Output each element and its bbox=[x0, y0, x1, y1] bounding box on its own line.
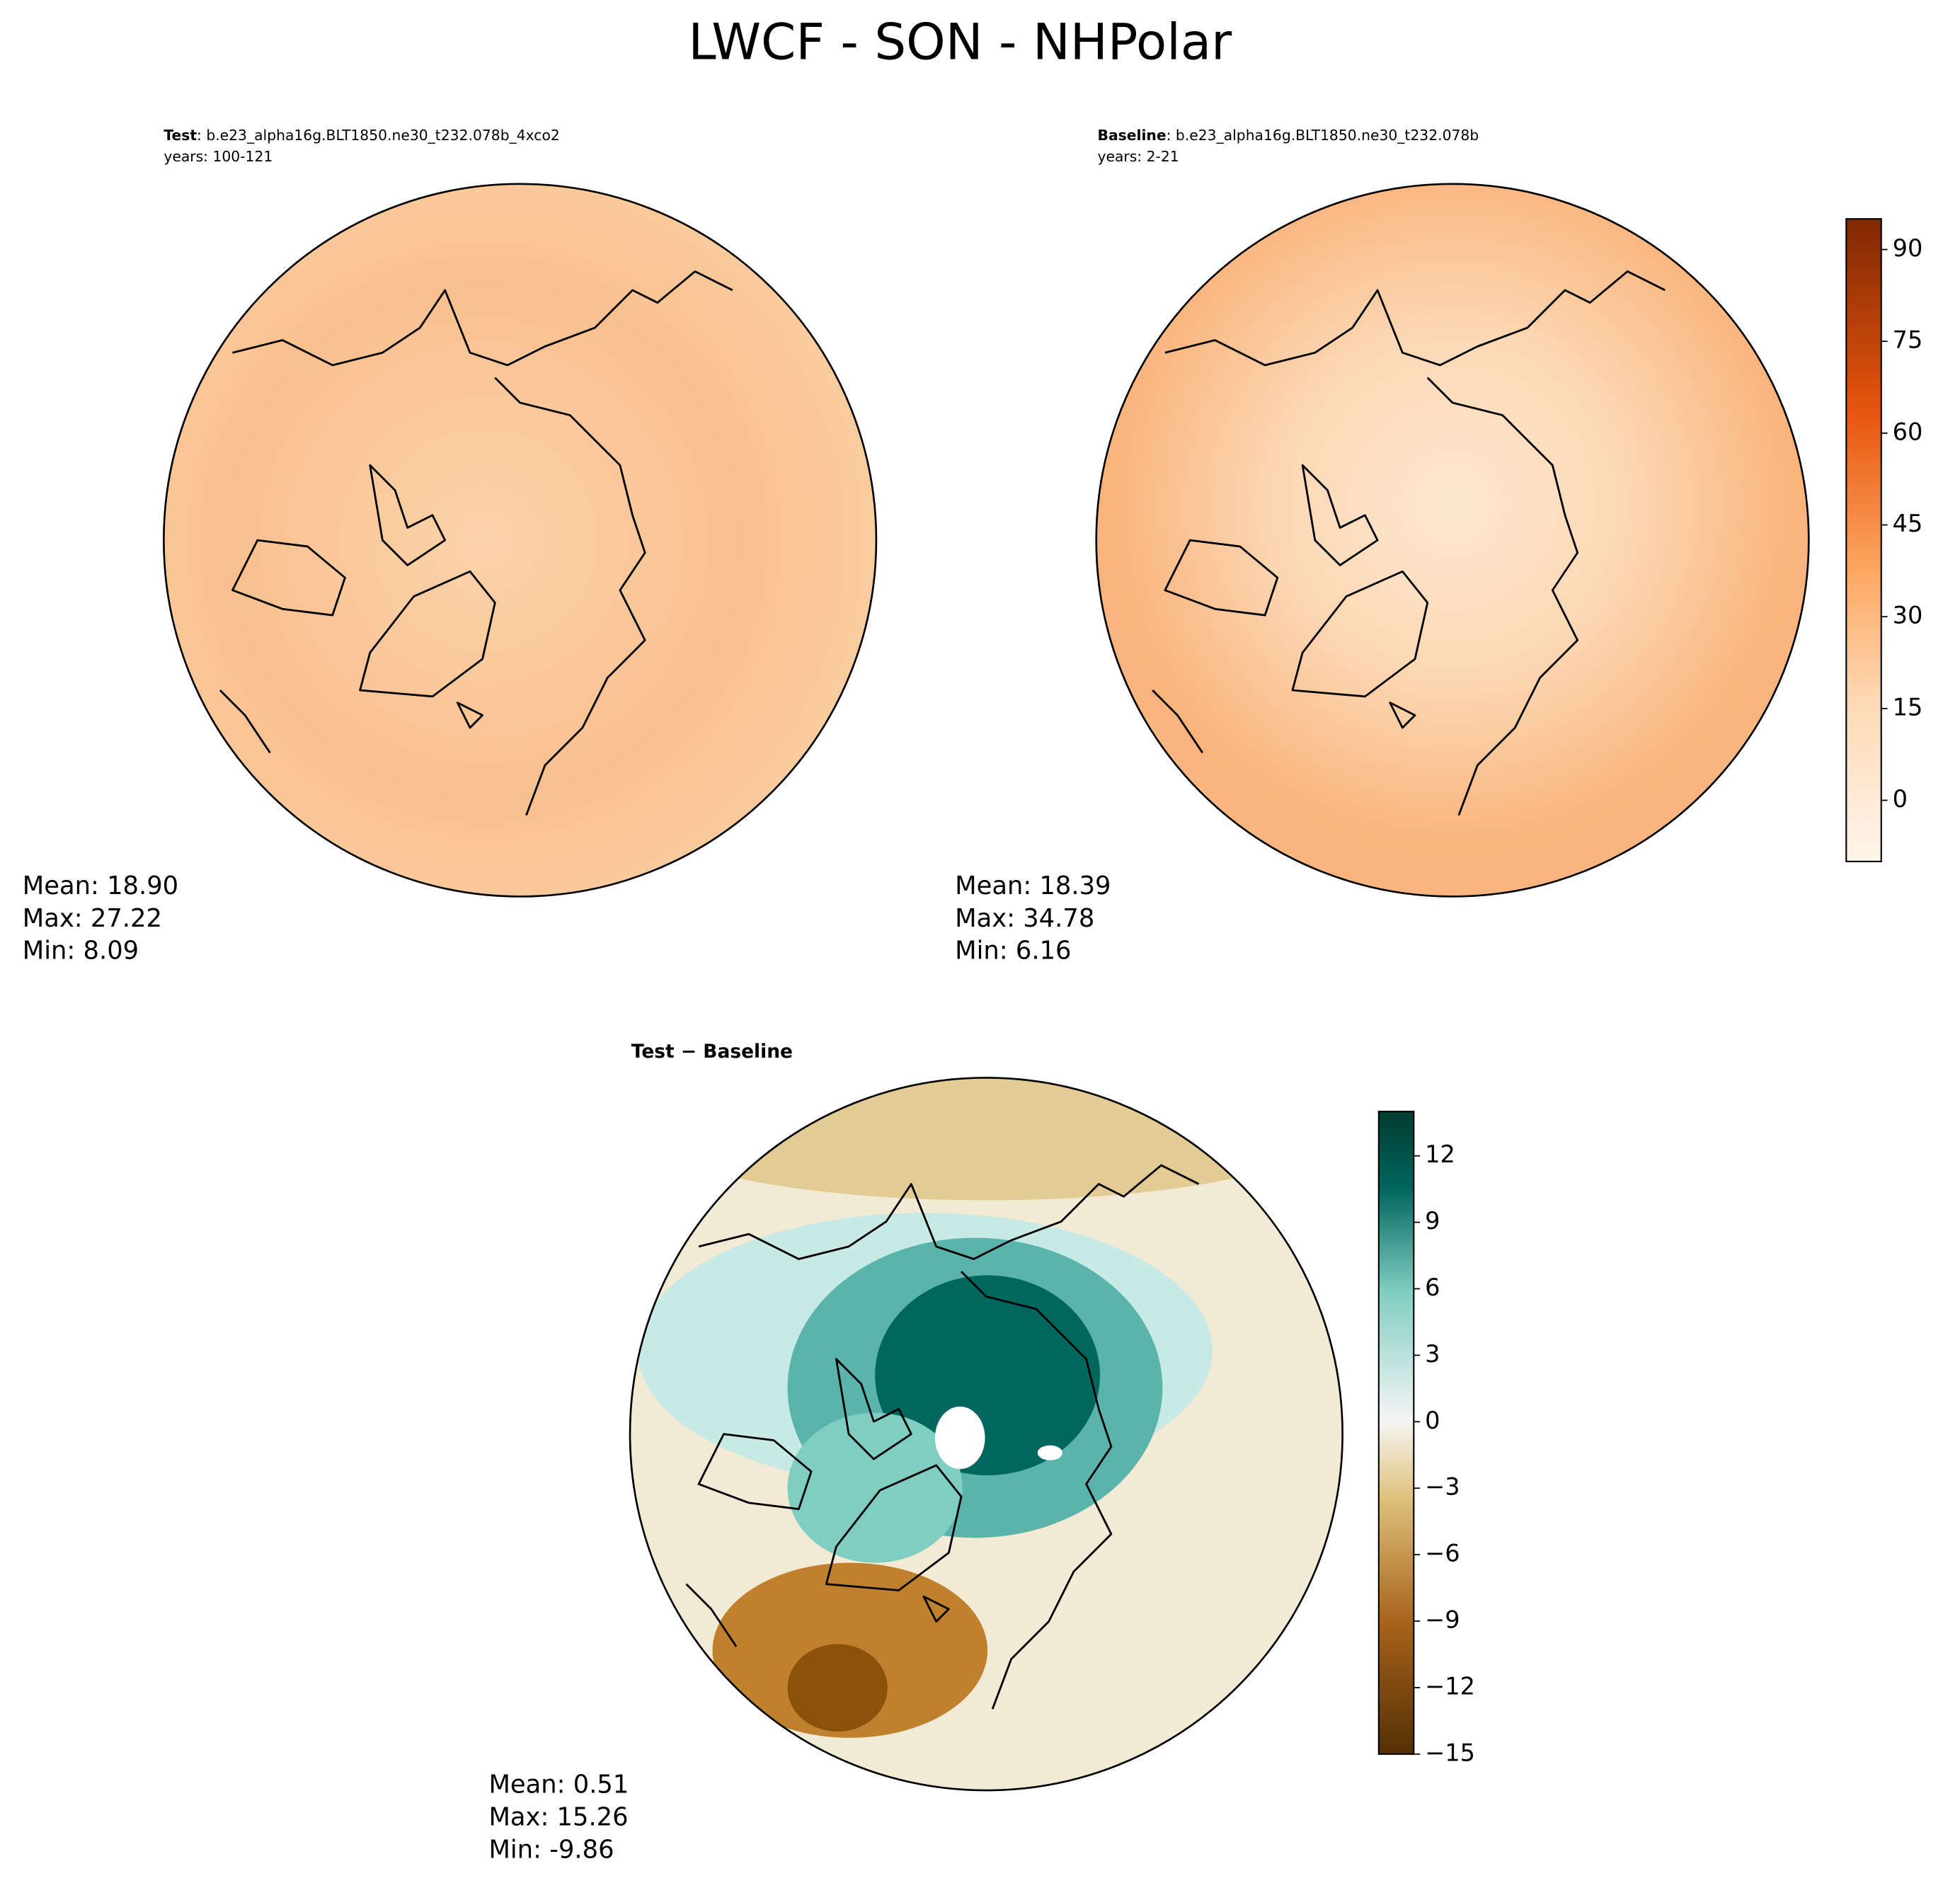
label-rest: : b.e23_alpha16g.BLT1850.ne30_t232.078b_… bbox=[197, 127, 560, 144]
panel-difference: Test − Baseline Mean: 0.51 Max: 15.26 Mi… bbox=[488, 1041, 1343, 1864]
colorbar-tick-label: 60 bbox=[1893, 418, 1923, 445]
panel-label: Baseline: b.e23_alpha16g.BLT1850.ne30_t2… bbox=[1097, 127, 1479, 144]
colorbar-tick-label: 90 bbox=[1893, 234, 1923, 262]
panel-years: years: 2-21 bbox=[1097, 148, 1179, 165]
colorbar-tick-label: 3 bbox=[1425, 1340, 1440, 1368]
stat: Min: -9.86 bbox=[488, 1835, 614, 1864]
stat: Mean: 18.90 bbox=[23, 871, 178, 900]
stat: Max: 27.22 bbox=[23, 904, 162, 933]
colorbar-tick-label: 45 bbox=[1893, 510, 1923, 537]
stat: Min: 6.16 bbox=[955, 937, 1071, 966]
stat: Mean: 0.51 bbox=[488, 1770, 629, 1800]
colorbar-tick-label: 6 bbox=[1425, 1274, 1440, 1301]
map-disc bbox=[629, 1077, 1343, 1792]
panel-label: Test: b.e23_alpha16g.BLT1850.ne30_t232.0… bbox=[164, 127, 559, 144]
label-bold: Baseline bbox=[1097, 127, 1166, 144]
colorbar-tick-label: 9 bbox=[1425, 1207, 1440, 1235]
figure-title: LWCF - SON - NHPolar bbox=[688, 12, 1232, 71]
stat: Max: 34.78 bbox=[955, 904, 1094, 933]
colorbar-tick-label: 15 bbox=[1893, 693, 1923, 721]
stat: Mean: 18.39 bbox=[955, 871, 1111, 900]
panel-baseline: Baseline: b.e23_alpha16g.BLT1850.ne30_t2… bbox=[955, 127, 1810, 966]
colorbar-tick-label: −6 bbox=[1425, 1540, 1460, 1567]
colorbar-tick-label: 30 bbox=[1893, 602, 1923, 629]
map-disc bbox=[1095, 183, 1810, 898]
colorbar-tick-label: 0 bbox=[1425, 1407, 1440, 1434]
label-rest: : b.e23_alpha16g.BLT1850.ne30_t232.078b bbox=[1167, 127, 1479, 144]
stat: Min: 8.09 bbox=[23, 937, 139, 966]
colorbar-tick-label: −9 bbox=[1425, 1606, 1460, 1634]
colorbar-tick-label: 75 bbox=[1893, 326, 1923, 354]
panel-years: years: 100-121 bbox=[164, 148, 273, 165]
colorbar-tick-label: 12 bbox=[1425, 1140, 1455, 1168]
map-field bbox=[630, 1077, 1343, 1791]
colorbar bbox=[1377, 1111, 1415, 1755]
colorbar-tick-label: −15 bbox=[1425, 1739, 1475, 1766]
colorbar-tick-label: 0 bbox=[1893, 785, 1908, 813]
map-disc bbox=[163, 183, 878, 898]
colorbar-tick-label: −3 bbox=[1425, 1473, 1460, 1501]
label-bold: Test bbox=[164, 127, 197, 144]
stat: Max: 15.26 bbox=[488, 1802, 628, 1831]
colorbar bbox=[1845, 218, 1882, 863]
panel-test: Test: b.e23_alpha16g.BLT1850.ne30_t232.0… bbox=[23, 127, 878, 966]
colorbar-tick-label: −12 bbox=[1425, 1672, 1475, 1700]
panel-label: Test − Baseline bbox=[631, 1041, 793, 1063]
